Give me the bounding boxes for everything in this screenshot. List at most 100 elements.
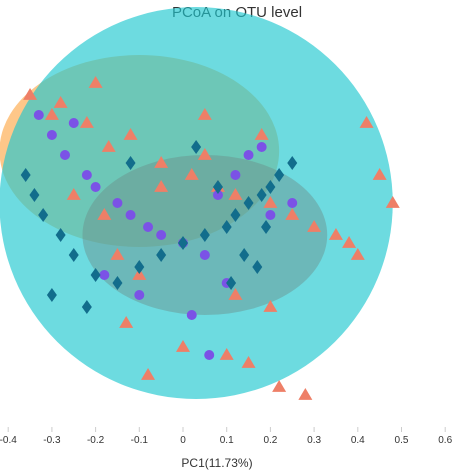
point-circle [125,210,136,220]
point-diamond [134,260,145,274]
point-diamond [212,180,223,194]
point-triangle [101,140,116,152]
point-diamond [252,260,263,274]
point-diamond [46,288,57,302]
point-triangle [123,128,138,140]
x-tick-label: -0.3 [43,435,61,446]
x-tick-label: 0 [180,435,186,446]
point-triangle [44,108,59,120]
point-diamond [90,268,101,282]
point-triangle [372,168,387,180]
point-triangle [307,220,322,232]
data-points [20,76,400,400]
x-tick-label: -0.4 [0,435,17,446]
point-triangle [53,96,68,108]
point-triangle [176,340,190,352]
point-diamond [68,248,79,262]
point-diamond [125,156,136,170]
point-triangle [79,116,94,128]
point-triangle [219,348,234,360]
point-circle [134,290,145,300]
point-circle [60,150,71,160]
point-triangle [328,228,343,240]
point-circle [265,210,276,220]
confidence-ellipses [0,7,393,399]
point-triangle [228,288,243,300]
point-circle [243,150,254,160]
point-diamond [29,188,40,202]
point-triangle [385,196,400,208]
point-diamond [221,220,232,234]
point-diamond [191,140,202,154]
point-circle [112,198,123,208]
point-diamond [178,236,188,250]
point-triangle [88,76,103,88]
point-diamond [287,156,298,170]
point-diamond [81,300,92,314]
point-diamond [38,208,49,222]
point-circle [204,350,215,360]
point-diamond [199,228,210,242]
point-diamond [261,220,272,234]
point-circle [186,310,197,320]
point-diamond [20,168,31,182]
point-triangle [254,128,269,140]
x-tick-label: 0.5 [395,435,409,446]
point-triangle [154,180,169,192]
point-triangle [110,248,125,260]
point-circle [81,170,92,180]
point-diamond [55,228,66,242]
point-triangle [66,188,81,200]
point-triangle [263,196,278,208]
point-circle [143,222,154,232]
point-triangle [285,208,300,220]
point-diamond [274,168,285,182]
point-circle [287,198,298,208]
point-triangle [241,356,256,368]
x-tick-label: 0.1 [220,435,234,446]
x-axis: -0.4 -0.3 -0.2 -0.1 0 0.1 0.2 0.3 0.4 0.5 0.6 [0,427,453,446]
point-circle [33,110,44,120]
point-diamond [243,196,254,210]
point-triangle [154,156,169,168]
point-triangle [263,300,278,312]
point-triangle [184,168,199,180]
point-triangle [228,188,243,200]
x-tick-label: 0.3 [307,435,321,446]
point-triangle [141,368,156,380]
x-tick-label: -0.1 [131,435,149,446]
point-triangle [272,380,287,392]
point-circle [46,130,57,140]
point-triangle [119,316,134,328]
ellipse-2 [0,7,393,399]
x-tick-label: 0.6 [438,435,452,446]
point-diamond [226,276,237,290]
point-circle [90,182,101,192]
x-tick-label: -0.2 [87,435,105,446]
point-triangle [197,108,212,120]
point-triangle [342,236,357,248]
point-triangle [350,248,365,260]
point-triangle [97,208,112,220]
point-circle [199,250,210,260]
point-circle [230,170,241,180]
point-circle [156,230,167,240]
point-triangle [197,148,212,160]
point-diamond [156,248,167,262]
x-tick-label: 0.4 [351,435,365,446]
x-tick-label: 0.2 [263,435,277,446]
point-circle [68,118,79,128]
point-diamond [230,208,241,222]
point-circle [99,270,110,280]
point-circle [256,142,267,152]
point-diamond [112,276,123,290]
point-diamond [239,248,250,262]
x-axis-label: PC1(11.73%) [181,456,252,470]
point-triangle [298,388,313,400]
point-diamond [265,180,276,194]
point-circle [212,190,223,200]
point-diamond [256,188,267,202]
point-triangle [359,116,374,128]
point-triangle [23,88,38,100]
